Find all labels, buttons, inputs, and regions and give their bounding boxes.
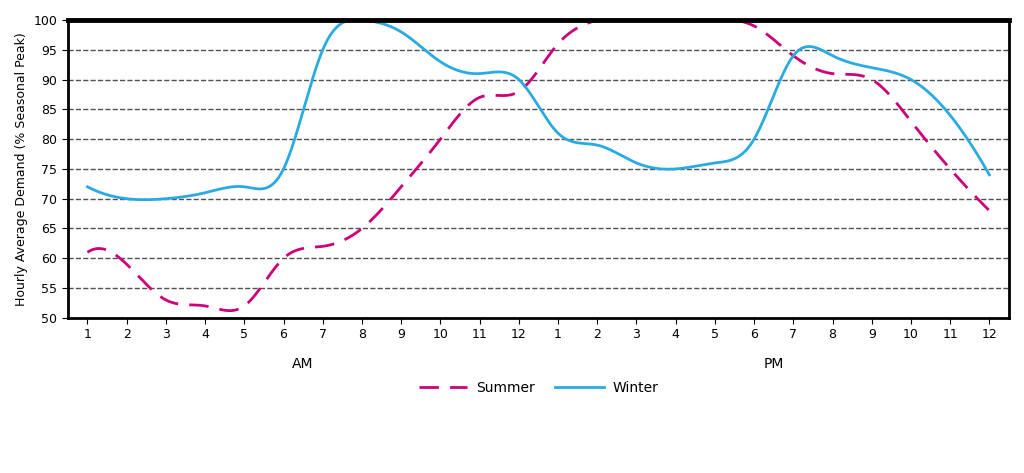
Text: AM: AM [293, 357, 314, 371]
Legend: Summer, Winter: Summer, Winter [414, 375, 664, 400]
Text: PM: PM [764, 357, 784, 371]
Y-axis label: Hourly Average Demand (% Seasonal Peak): Hourly Average Demand (% Seasonal Peak) [15, 32, 28, 306]
